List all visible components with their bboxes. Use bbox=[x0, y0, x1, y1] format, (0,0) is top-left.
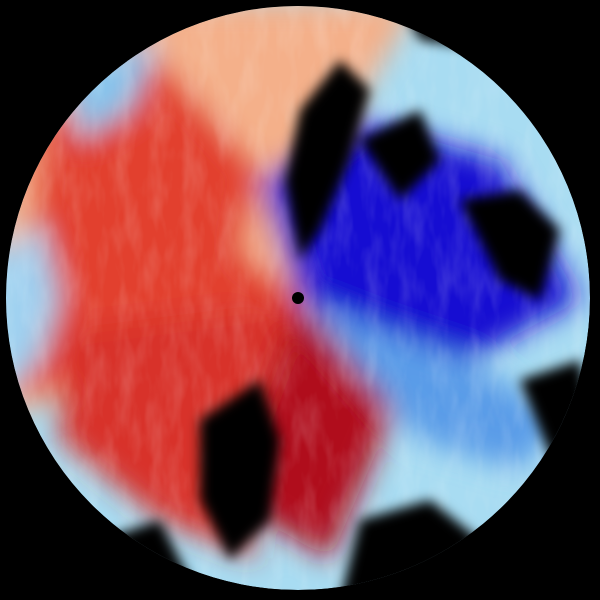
gap-east bbox=[460, 190, 560, 300]
gap-north-east bbox=[360, 110, 440, 200]
radar-center bbox=[292, 292, 304, 304]
gap-south bbox=[200, 380, 280, 560]
gap-north bbox=[285, 60, 370, 260]
